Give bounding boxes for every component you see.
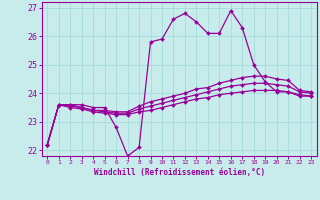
X-axis label: Windchill (Refroidissement éolien,°C): Windchill (Refroidissement éolien,°C): [94, 168, 265, 177]
